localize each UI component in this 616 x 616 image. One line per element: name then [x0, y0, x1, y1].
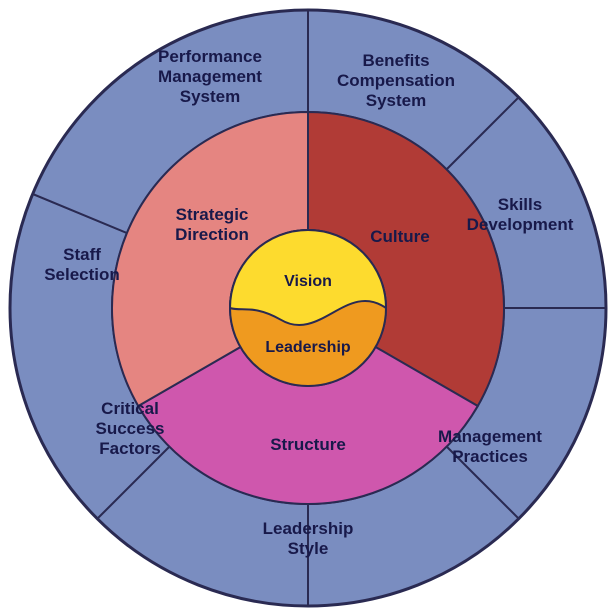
- label-vision: Vision: [284, 273, 332, 290]
- label-culture: Culture: [370, 227, 430, 246]
- label-management-practices: ManagementPractices: [438, 427, 542, 466]
- label-critical-success-factors: CriticalSuccessFactors: [96, 399, 165, 458]
- label-leadership: Leadership: [265, 339, 351, 356]
- label-strategic-direction: StrategicDirection: [175, 205, 249, 244]
- label-structure: Structure: [270, 435, 346, 454]
